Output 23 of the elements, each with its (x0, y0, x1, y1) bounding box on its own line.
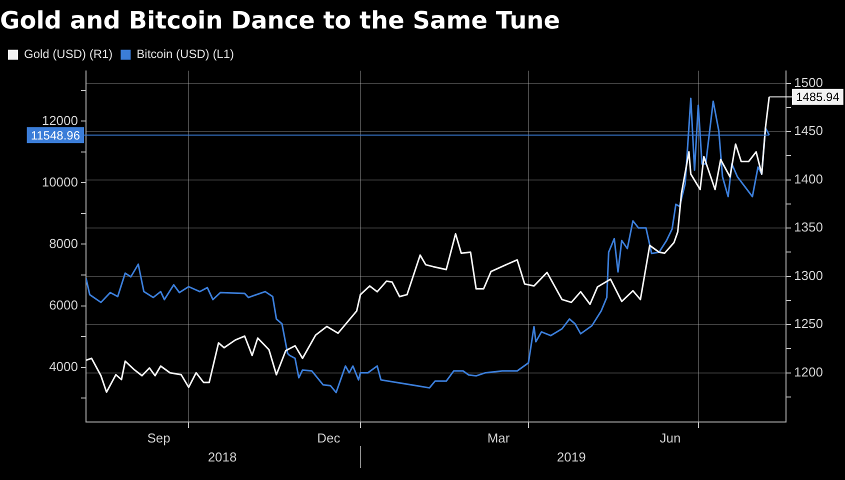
y2-tick-label: 1200 (794, 364, 823, 380)
x2-tick-label: 2018 (208, 449, 237, 464)
x-tick-label: Jun (660, 430, 681, 446)
y-tick-label: 10000 (42, 174, 78, 190)
y-tick-label: 4000 (49, 358, 78, 374)
legend-label: Bitcoin (USD) (L1) (136, 47, 234, 62)
y-tick-label: 8000 (49, 236, 78, 251)
y2-tick-label: 1250 (794, 316, 823, 332)
x2-tick-label: 2019 (556, 449, 586, 464)
x-tick-label: Dec (317, 430, 341, 446)
legend-label: Gold (USD) (R1) (24, 47, 113, 62)
data-label: 1485.94 (796, 90, 840, 104)
data-label: 11548.96 (30, 128, 80, 142)
y2-tick-label: 1350 (794, 220, 823, 235)
y-tick-label: 12000 (42, 112, 78, 128)
y2-tick-label: 1400 (794, 171, 823, 186)
chart-title: Gold and Bitcoin Dance to the Same Tune (0, 6, 560, 35)
y2-tick-label: 1300 (794, 268, 823, 283)
x-tick-label: Mar (487, 430, 510, 446)
x-tick-label: Sep (147, 430, 170, 446)
y2-tick-label: 1450 (794, 123, 823, 138)
y2-tick-label: 1500 (794, 74, 823, 90)
y-tick-label: 6000 (49, 297, 78, 312)
